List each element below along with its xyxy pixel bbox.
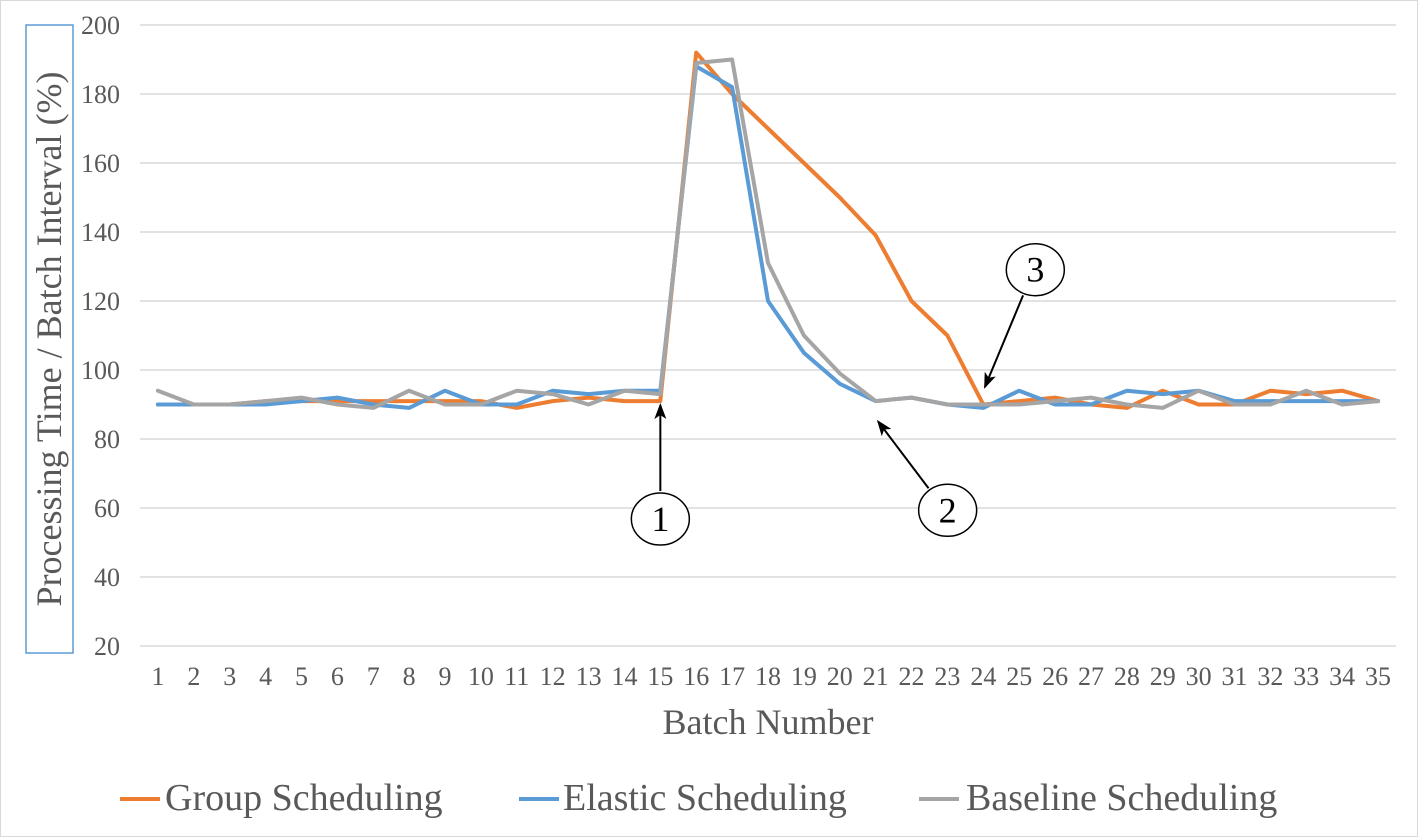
y-axis-title-box: Processing Time / Batch Interval (%) xyxy=(25,24,74,654)
x-tick-label: 17 xyxy=(719,662,745,691)
group-scheduling-line xyxy=(155,50,1381,410)
x-tick-label: 20 xyxy=(827,662,853,691)
x-tick-label: 3 xyxy=(223,662,236,691)
annotation-arrow xyxy=(876,419,930,489)
x-tick-label: 11 xyxy=(504,662,529,691)
legend-item-baseline-scheduling: Baseline Scheduling xyxy=(919,777,1277,819)
x-tick-label: 2 xyxy=(187,662,200,691)
x-tick-label: 8 xyxy=(403,662,416,691)
legend-label: Baseline Scheduling xyxy=(966,777,1277,819)
legend-label: Group Scheduling xyxy=(165,777,443,819)
y-axis-title: Processing Time / Batch Interval (%) xyxy=(29,72,69,607)
y-tick-label: 40 xyxy=(94,563,120,592)
x-tick-label: 7 xyxy=(367,662,380,691)
annotation-circle xyxy=(1005,242,1066,297)
annotation-2: 2 xyxy=(876,419,978,538)
x-tick-label: 23 xyxy=(934,662,960,691)
x-tick-label: 6 xyxy=(331,662,344,691)
x-tick-label: 32 xyxy=(1257,662,1283,691)
x-tick-label: 12 xyxy=(540,662,566,691)
x-tick-label: 33 xyxy=(1293,662,1319,691)
y-tick-label: 20 xyxy=(94,632,120,661)
x-tick-label: 26 xyxy=(1042,662,1068,691)
baseline-scheduling-line xyxy=(155,57,1381,410)
x-tick-label: 30 xyxy=(1186,662,1212,691)
annotations: 1 2 3 xyxy=(630,242,1066,546)
y-tick-label: 80 xyxy=(94,425,120,454)
annotation-3: 3 xyxy=(983,242,1066,389)
annotation-circle xyxy=(917,483,978,538)
x-tick-label: 13 xyxy=(576,662,602,691)
legend-item-group-scheduling: Group Scheduling xyxy=(120,777,443,819)
y-tick-label: 60 xyxy=(94,494,120,523)
y-tick-label: 180 xyxy=(81,80,120,109)
y-tick-label: 120 xyxy=(81,287,120,316)
legend-item-elastic-scheduling: Elastic Scheduling xyxy=(519,777,847,819)
x-tick-label: 21 xyxy=(863,662,889,691)
x-axis-ticks: 1 2 3 4 5 6 7 8 9 10 11 12 13 14 15 16 17 18 19 20 21 22 23 24 2… xyxy=(151,662,1391,691)
y-tick-label: 100 xyxy=(81,356,120,385)
gridlines xyxy=(140,24,1396,647)
x-tick-label: 9 xyxy=(439,662,452,691)
x-tick-label: 24 xyxy=(970,662,996,691)
annotation-label: 3 xyxy=(1026,250,1044,290)
annotation-arrow xyxy=(983,295,1024,389)
x-tick-label: 19 xyxy=(791,662,817,691)
x-tick-label: 10 xyxy=(468,662,494,691)
annotation-label: 2 xyxy=(939,490,957,530)
legend-label: Elastic Scheduling xyxy=(563,777,847,819)
x-tick-label: 27 xyxy=(1078,662,1104,691)
x-tick-label: 34 xyxy=(1329,662,1355,691)
y-tick-label: 160 xyxy=(81,149,120,178)
x-tick-label: 4 xyxy=(259,662,272,691)
series-lines xyxy=(155,50,1381,410)
annotation-label: 1 xyxy=(651,499,669,539)
x-tick-label: 35 xyxy=(1365,662,1391,691)
x-tick-label: 1 xyxy=(151,662,164,691)
x-tick-label: 31 xyxy=(1222,662,1248,691)
y-axis-ticks: 20 40 60 80 100 120 140 160 180 200 xyxy=(81,11,120,661)
x-tick-label: 16 xyxy=(683,662,709,691)
x-tick-label: 5 xyxy=(295,662,308,691)
x-tick-label: 25 xyxy=(1006,662,1032,691)
y-tick-label: 140 xyxy=(81,218,120,247)
x-tick-label: 28 xyxy=(1114,662,1140,691)
x-tick-label: 29 xyxy=(1150,662,1176,691)
x-tick-label: 18 xyxy=(755,662,781,691)
legend: Group Scheduling Elastic Scheduling Baseli… xyxy=(120,777,1277,819)
x-tick-label: 22 xyxy=(899,662,925,691)
y-tick-label: 200 xyxy=(81,11,120,40)
x-tick-label: 15 xyxy=(647,662,673,691)
x-axis-title: Batch Number xyxy=(663,702,874,742)
elastic-scheduling-line xyxy=(155,64,1381,410)
annotation-1: 1 xyxy=(630,403,691,546)
x-tick-label: 14 xyxy=(611,662,637,691)
annotation-circle xyxy=(630,492,691,546)
